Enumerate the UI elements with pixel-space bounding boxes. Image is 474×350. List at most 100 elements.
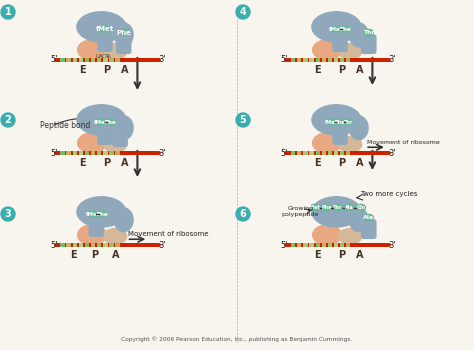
Ellipse shape: [114, 116, 133, 140]
Bar: [66, 58, 71, 62]
Bar: [328, 58, 332, 62]
Text: 3: 3: [5, 209, 11, 219]
Bar: [73, 243, 77, 247]
Text: Movement of ribosome: Movement of ribosome: [128, 231, 209, 237]
Text: A: A: [121, 158, 129, 168]
Text: Phe: Phe: [340, 27, 352, 31]
Ellipse shape: [77, 105, 126, 135]
Ellipse shape: [103, 136, 127, 152]
Text: fMet: fMet: [86, 211, 100, 217]
Ellipse shape: [338, 229, 362, 244]
Ellipse shape: [313, 225, 341, 245]
Bar: [66, 243, 71, 247]
Ellipse shape: [118, 29, 129, 36]
Text: 6: 6: [240, 209, 246, 219]
Text: Copyright © 2006 Pearson Education, Inc., publishing as Benjamin Cummings.: Copyright © 2006 Pearson Education, Inc.…: [121, 336, 353, 342]
Ellipse shape: [313, 133, 341, 153]
FancyBboxPatch shape: [333, 124, 347, 144]
Text: 5': 5': [51, 56, 58, 64]
Text: Ala: Ala: [363, 215, 374, 220]
Ellipse shape: [103, 43, 127, 59]
Bar: [116, 243, 120, 247]
Bar: [310, 243, 314, 247]
Text: 3': 3': [388, 56, 396, 64]
Text: Phe: Phe: [96, 211, 108, 217]
Text: A: A: [356, 65, 364, 75]
Ellipse shape: [349, 116, 368, 140]
Bar: [346, 151, 350, 155]
Bar: [346, 58, 350, 62]
Bar: [109, 243, 114, 247]
Text: 5: 5: [240, 115, 246, 125]
Text: 3': 3': [159, 240, 166, 250]
Text: 3': 3': [159, 56, 166, 64]
Text: A: A: [121, 65, 129, 75]
Bar: [316, 151, 320, 155]
Bar: [328, 151, 332, 155]
Bar: [291, 243, 295, 247]
Bar: [297, 58, 301, 62]
Ellipse shape: [341, 26, 350, 32]
Circle shape: [236, 207, 250, 221]
Ellipse shape: [349, 23, 368, 47]
Bar: [103, 58, 108, 62]
Bar: [91, 58, 95, 62]
Bar: [303, 243, 308, 247]
Circle shape: [1, 5, 15, 19]
Ellipse shape: [332, 26, 341, 32]
Text: fMet: fMet: [325, 120, 338, 125]
Text: Ala: Ala: [345, 205, 354, 210]
Text: E: E: [79, 158, 85, 168]
Bar: [66, 151, 71, 155]
Bar: [322, 58, 326, 62]
Text: Thr: Thr: [344, 120, 353, 125]
Bar: [85, 243, 89, 247]
Bar: [85, 58, 89, 62]
Text: C: C: [102, 54, 105, 59]
Text: Peptide bond: Peptide bond: [40, 120, 91, 130]
Circle shape: [236, 5, 250, 19]
Bar: [303, 151, 308, 155]
FancyBboxPatch shape: [98, 124, 112, 144]
Text: 5': 5': [280, 56, 288, 64]
Bar: [60, 151, 64, 155]
Text: P: P: [104, 158, 111, 168]
Bar: [91, 151, 95, 155]
Ellipse shape: [338, 136, 362, 152]
Bar: [346, 243, 350, 247]
Text: E: E: [70, 250, 77, 260]
Bar: [103, 243, 108, 247]
Text: 5': 5': [280, 240, 288, 250]
Bar: [103, 151, 108, 155]
Ellipse shape: [312, 12, 361, 42]
Bar: [85, 151, 89, 155]
FancyBboxPatch shape: [89, 216, 103, 236]
Bar: [334, 243, 338, 247]
Text: 3': 3': [388, 148, 396, 158]
Ellipse shape: [78, 133, 107, 153]
Text: 1: 1: [5, 7, 11, 17]
Ellipse shape: [345, 204, 354, 211]
Text: Two more cycles: Two more cycles: [360, 191, 418, 197]
Ellipse shape: [356, 204, 365, 211]
Text: Thr: Thr: [363, 30, 374, 35]
Text: Phe: Phe: [321, 205, 332, 210]
Ellipse shape: [328, 119, 335, 125]
Bar: [60, 58, 64, 62]
Ellipse shape: [89, 211, 97, 217]
Text: Growing
polypeptide: Growing polypeptide: [282, 206, 319, 217]
Bar: [109, 58, 114, 62]
Text: E: E: [79, 65, 85, 75]
Text: Phe: Phe: [116, 30, 131, 36]
Ellipse shape: [312, 105, 361, 135]
Text: P: P: [338, 158, 346, 168]
Bar: [340, 243, 344, 247]
Bar: [310, 151, 314, 155]
Bar: [60, 243, 64, 247]
Text: P: P: [104, 65, 111, 75]
Bar: [297, 243, 301, 247]
Bar: [334, 151, 338, 155]
FancyBboxPatch shape: [113, 128, 127, 146]
Ellipse shape: [114, 23, 133, 47]
Bar: [116, 151, 120, 155]
